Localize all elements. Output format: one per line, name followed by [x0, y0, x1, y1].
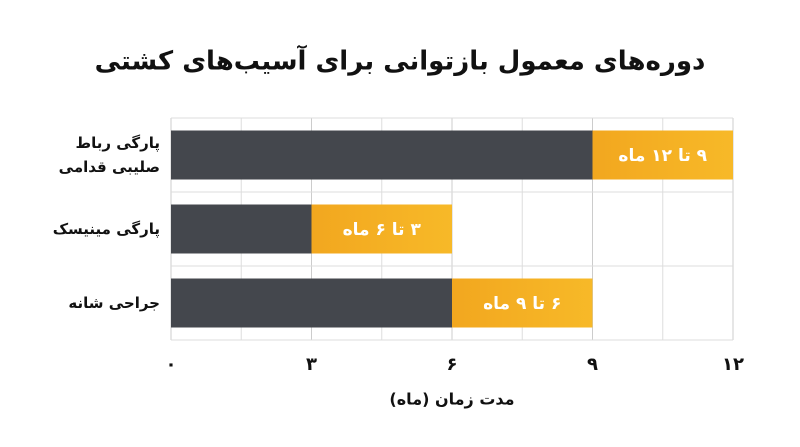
category-label: پارگی مینیسک — [52, 220, 160, 238]
x-tick-label: ۶ — [447, 354, 458, 375]
chart-title: دوره‌های معمول بازتوانی برای آسیب‌های کش… — [95, 45, 706, 77]
range-label: ۹ تا ۱۲ ماه — [618, 146, 707, 166]
category-label: جراحی شانه — [68, 294, 160, 312]
base-bar — [171, 278, 452, 328]
base-bar — [171, 204, 312, 254]
range-label: ۶ تا ۹ ماه — [483, 294, 561, 314]
x-tick-label: ۹ — [587, 354, 598, 375]
range-bar — [452, 278, 593, 328]
category-label: پارگی رباط صلیبی قدامی — [58, 134, 160, 176]
range-bar — [592, 130, 733, 180]
x-axis-title: مدت زمان (ماه) — [389, 390, 514, 409]
x-tick-label: ۰ — [166, 354, 177, 375]
x-tick-label: ۱۲ — [722, 354, 744, 375]
x-tick-label: ۳ — [306, 354, 317, 375]
range-label: ۳ تا ۶ ماه — [343, 220, 422, 240]
base-bar — [171, 130, 593, 180]
range-bar — [311, 204, 452, 254]
